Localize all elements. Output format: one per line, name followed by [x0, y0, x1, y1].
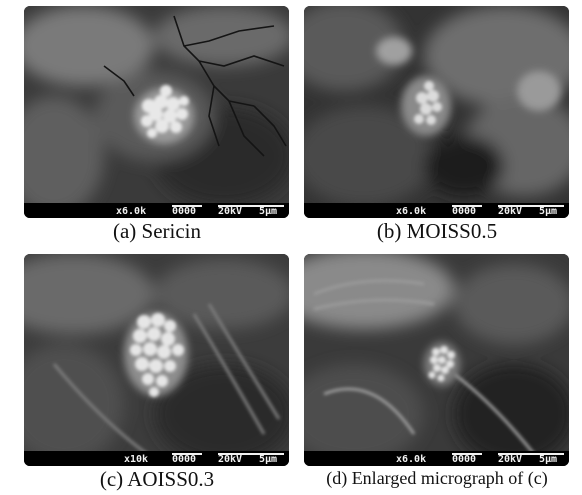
- scale-bar: x6.0k 0000 20kV 5μm: [304, 203, 569, 218]
- scale-bar-line: [172, 205, 202, 207]
- scale-length-label: 5μm: [259, 206, 278, 217]
- image-id-label: 0000: [452, 454, 477, 465]
- caption-a: (a) Sericin: [112, 219, 202, 243]
- magnification-label: x6.0k: [396, 206, 427, 217]
- scale-bar: x10k 0000 20kV 5μm: [24, 451, 289, 466]
- scale-bar-line: [498, 453, 564, 455]
- panel-d: x6.0k 0000 20kV 5μm: [304, 254, 569, 466]
- magnification-label: x10k: [124, 454, 149, 465]
- voltage-label: 20kV: [218, 206, 243, 217]
- sem-micrograph-aoiss: x10k 0000 20kV 5μm: [24, 254, 289, 466]
- image-id-label: 0000: [172, 206, 197, 217]
- panel-a: x6.0k 0000 20kV 5μm: [24, 6, 289, 218]
- sem-micrograph-moiss: x6.0k 0000 20kV 5μm: [304, 6, 569, 218]
- voltage-label: 20kV: [498, 454, 523, 465]
- image-id-label: 0000: [452, 206, 477, 217]
- scale-bar-line: [172, 453, 202, 455]
- scale-length-label: 5μm: [539, 206, 558, 217]
- magnification-label: x6.0k: [116, 206, 147, 217]
- micrograph-image: [304, 254, 569, 466]
- scale-bar-line: [218, 453, 284, 455]
- scale-bar-line: [452, 205, 482, 207]
- scale-bar: x6.0k 0000 20kV 5μm: [304, 451, 569, 466]
- panel-c: x10k 0000 20kV 5μm: [24, 254, 289, 466]
- caption-b: (b) MOISS0.5: [376, 219, 498, 243]
- sem-micrograph-enlarged: x6.0k 0000 20kV 5μm: [304, 254, 569, 466]
- scale-bar-line: [452, 453, 482, 455]
- voltage-label: 20kV: [498, 206, 523, 217]
- scale-bar-line: [498, 205, 564, 207]
- caption-c: (c) AOISS0.3: [99, 467, 215, 491]
- scale-length-label: 5μm: [539, 454, 558, 465]
- voltage-label: 20kV: [218, 454, 243, 465]
- panel-b: x6.0k 0000 20kV 5μm: [304, 6, 569, 218]
- scale-bar: x6.0k 0000 20kV 5μm: [24, 203, 289, 218]
- micrograph-image: [304, 6, 569, 218]
- scale-length-label: 5μm: [259, 454, 278, 465]
- caption-d: (d) Enlarged micrograph of (c): [326, 468, 548, 488]
- micrograph-image: [24, 254, 289, 466]
- scale-bar-line: [218, 205, 284, 207]
- magnification-label: x6.0k: [396, 454, 427, 465]
- micrograph-image: [24, 6, 289, 218]
- sem-micrograph-sericin: x6.0k 0000 20kV 5μm: [24, 6, 289, 218]
- image-id-label: 0000: [172, 454, 197, 465]
